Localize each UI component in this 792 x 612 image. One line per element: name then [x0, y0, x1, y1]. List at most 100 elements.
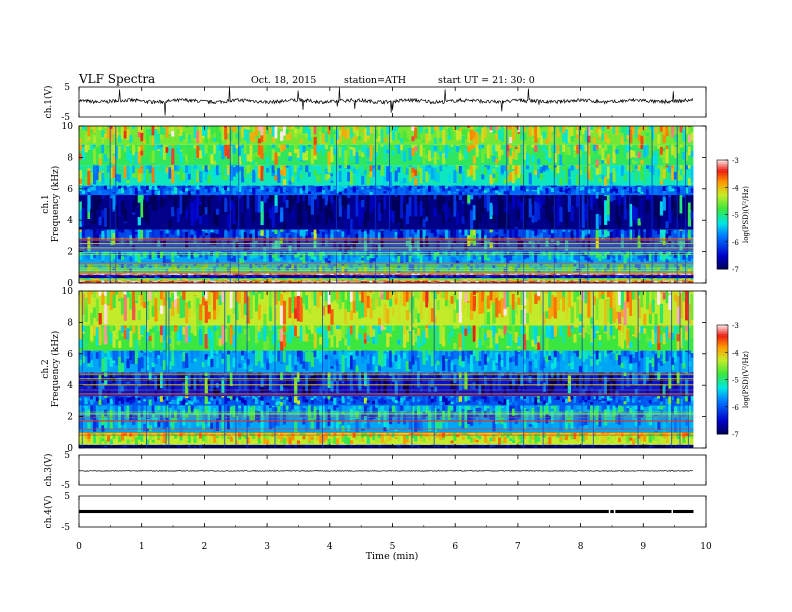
spec1-cell	[595, 273, 599, 275]
spec1-cell	[305, 190, 309, 194]
spec1-cell	[112, 233, 116, 245]
spec1-cell	[428, 195, 432, 205]
spec1-cell	[196, 130, 200, 143]
spec1-cell	[464, 241, 468, 251]
spec1-cell	[168, 220, 172, 228]
spec1-cell	[143, 251, 147, 257]
spec1-cell	[277, 129, 281, 144]
spec1-cell	[291, 251, 295, 261]
spec1-cell	[333, 195, 337, 200]
spec1-cell	[299, 275, 303, 277]
spec1-cell	[559, 206, 563, 222]
spec1-cell	[375, 130, 379, 139]
spec1-cell	[118, 277, 122, 278]
spec1-cell	[601, 158, 605, 164]
spec1-cell	[467, 169, 471, 177]
spec1-cell	[592, 197, 597, 226]
spec1-cell	[330, 195, 334, 204]
spec1-cell	[559, 185, 563, 189]
spec1-cell	[98, 216, 102, 226]
spec1-cell	[548, 268, 552, 272]
spec1-cell	[115, 278, 119, 280]
spec1-cell	[405, 276, 409, 279]
spec1-cell	[302, 275, 306, 278]
spec1-cell	[539, 144, 543, 146]
spec1-cell	[185, 170, 189, 184]
spec1-cell	[341, 230, 345, 238]
spec1-cell	[299, 126, 303, 134]
spec1-cell	[394, 144, 398, 153]
spec1-cell	[425, 264, 429, 270]
spec1-cell	[377, 275, 382, 277]
spec1-cell	[484, 144, 488, 155]
spec1-cell	[419, 267, 423, 271]
spec1-cell	[606, 185, 611, 187]
spec1-cell	[316, 144, 320, 153]
spec1-cell	[160, 252, 164, 258]
spec1-cell	[246, 180, 250, 185]
spec1-cell	[615, 205, 619, 225]
spec1-cell	[260, 144, 264, 146]
spec1-cell	[559, 187, 563, 192]
spec1-cell	[500, 189, 504, 195]
spec1-cell	[324, 195, 328, 206]
spec1-cell	[123, 239, 127, 250]
spec1-cell	[232, 238, 236, 250]
spec1-cell	[87, 275, 91, 276]
spec1-cell	[93, 169, 97, 185]
spec1-cell	[528, 264, 532, 266]
spec1-cell	[366, 170, 370, 185]
spec1-cell	[417, 240, 421, 252]
spec1-cell	[299, 195, 303, 215]
spec1-cell	[333, 242, 337, 249]
spec1-cell	[257, 254, 261, 261]
spec1-cell	[104, 185, 108, 190]
spec1-cell	[274, 240, 278, 249]
spec1-cell	[87, 126, 91, 136]
spec1-cell	[252, 165, 256, 169]
spec1-cell	[255, 165, 259, 173]
spec1-cell	[565, 264, 569, 267]
spec1-cell	[199, 280, 203, 283]
spec1-cell	[171, 281, 175, 283]
spec1-cell	[587, 257, 591, 262]
spec1-cell	[207, 165, 211, 170]
spec1-cell	[274, 274, 278, 275]
spec1-cell	[157, 126, 161, 131]
spec1-cell	[213, 160, 217, 165]
spec1-cell	[168, 259, 172, 264]
spec1-cell	[355, 152, 359, 164]
spec1-cell	[609, 144, 613, 147]
spec1-cell	[545, 279, 549, 281]
spec1-cell	[129, 275, 133, 277]
spec1-cell	[126, 278, 130, 280]
spec1-cell	[484, 126, 488, 139]
spec1-cell	[187, 280, 192, 282]
spec1-cell	[246, 185, 250, 190]
spec1-cell	[285, 229, 289, 236]
spec1-cell	[190, 264, 194, 266]
spec1-cell	[389, 277, 393, 279]
spec1-cell	[542, 229, 546, 233]
spec1-cell	[95, 273, 99, 275]
spec1-cell	[160, 197, 164, 208]
spec1-cell	[90, 172, 94, 183]
spec1-cell	[548, 273, 552, 275]
spec1-cell	[375, 210, 379, 222]
spec1-cell	[377, 126, 382, 135]
spec1-cell	[637, 165, 641, 171]
spec1-cell	[255, 273, 259, 275]
spec1-cell	[472, 275, 476, 277]
spec1-cell	[185, 165, 189, 173]
spec1-cell	[221, 264, 225, 267]
spec1-cell	[160, 274, 164, 275]
spec1-cell	[255, 264, 259, 265]
spec1-cell	[484, 189, 488, 193]
spec1-cell	[260, 256, 264, 259]
spec1-cell	[405, 267, 409, 272]
spec1-cell	[294, 254, 298, 258]
spec1-cell	[322, 133, 326, 144]
spec1-cell	[623, 195, 627, 220]
spec1-cell	[380, 275, 384, 277]
spec1-cell	[422, 229, 426, 241]
